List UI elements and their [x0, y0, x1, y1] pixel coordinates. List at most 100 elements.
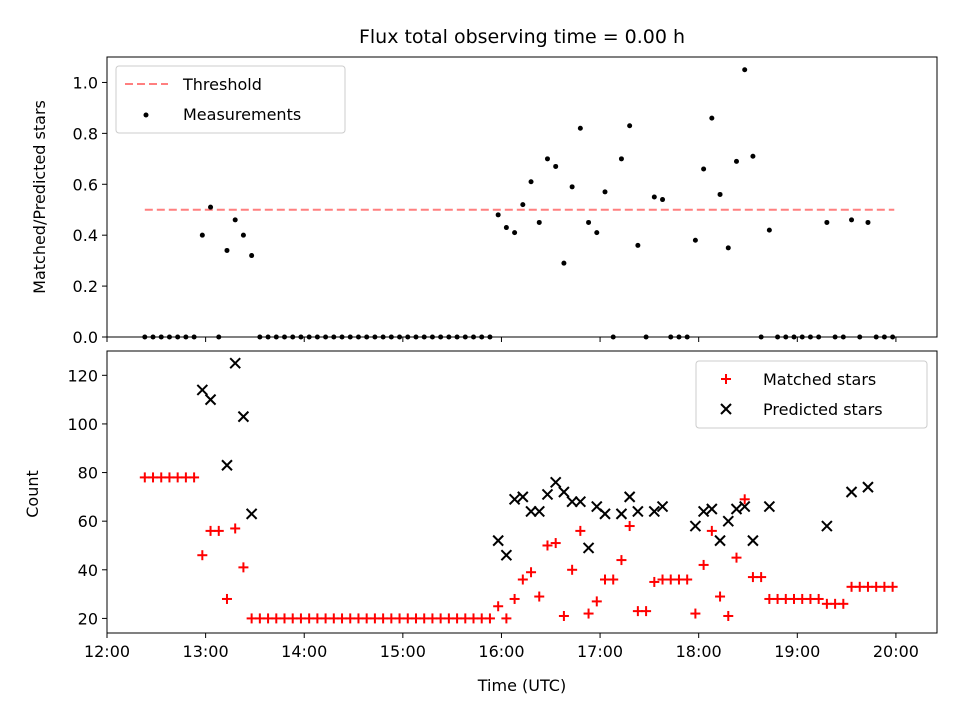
bottom-x-tick-label: 15:00: [380, 642, 426, 661]
predicted-star-point: [508, 493, 521, 506]
bottom-y-axis-label: Count: [23, 470, 42, 518]
predicted-star-point: [738, 500, 751, 513]
bottom-legend: Matched stars Predicted stars: [695, 360, 928, 429]
bottom-y-tick-label: 120: [67, 366, 98, 385]
measurement-point: [503, 225, 509, 231]
predicted-star-point: [221, 459, 233, 471]
matched-star-point: [682, 574, 693, 585]
legend-measurements-swatch: [143, 112, 149, 118]
top-y-tick-label: 0.0: [73, 328, 98, 347]
predicted-star-point: [500, 549, 513, 561]
measurement-point: [199, 232, 205, 238]
top-y-tick-label: 1.0: [73, 73, 98, 92]
matched-star-point: [534, 591, 545, 602]
matched-star-point: [558, 610, 569, 621]
bottom-x-axis-label: Time (UTC): [477, 676, 566, 695]
matched-star-point: [583, 608, 594, 619]
matched-star-point: [838, 598, 849, 609]
bottom-plot-area: 20 40 60 80 100 120 12:00 13:00 14:00 15:00 16:00 1…: [67, 350, 938, 661]
matched-star-point: [230, 523, 241, 534]
measurement-point: [651, 194, 657, 200]
top-y-tick-label: 0.8: [73, 124, 98, 143]
measurement-point: [627, 123, 633, 129]
measurement-point: [865, 219, 871, 225]
legend-predicted-label: Predicted stars: [763, 400, 883, 419]
predicted-star-point: [599, 508, 611, 520]
predicted-star-point: [697, 505, 710, 518]
predicted-star-point: [648, 505, 661, 518]
predicted-star-point: [747, 534, 759, 547]
measurement-point: [717, 191, 723, 197]
matched-star-point: [723, 610, 734, 621]
measurement-point: [249, 253, 255, 259]
predicted-star-point: [525, 505, 537, 518]
top-y-axis-label: Matched/Predicted stars: [30, 100, 49, 294]
matched-star-point: [542, 540, 553, 551]
matched-star-point: [221, 593, 232, 604]
measurement-point: [725, 245, 731, 251]
matched-star-point: [493, 601, 504, 612]
bottom-x-tick-label: 18:00: [676, 642, 722, 661]
matched-star-point: [501, 613, 512, 624]
matched-star-point: [813, 593, 824, 604]
predicted-star-point: [533, 505, 545, 518]
matched-star-point: [706, 525, 717, 536]
predicted-star-point: [706, 503, 718, 515]
legend-threshold-label: Threshold: [182, 75, 262, 94]
matched-star-point: [213, 525, 224, 536]
matched-star-point: [698, 559, 709, 570]
matched-star-point: [624, 521, 635, 532]
predicted-star-point: [862, 481, 874, 493]
matched-star-point: [715, 591, 726, 602]
matched-star-point: [739, 494, 750, 505]
predicted-star-point: [763, 500, 776, 513]
measurement-point: [750, 153, 756, 159]
measurement-point: [733, 158, 739, 164]
predicted-star-point: [517, 491, 529, 503]
measurement-point: [569, 184, 575, 190]
legend-measurements-label: Measurements: [183, 105, 301, 124]
predicted-star-point: [204, 393, 217, 406]
measurement-point: [528, 179, 534, 185]
bottom-legend-box: [695, 360, 928, 429]
measurement-point: [544, 156, 550, 162]
legend-plus-marker: [721, 374, 731, 384]
predicted-star-point: [632, 505, 644, 518]
matched-star-point: [616, 555, 627, 566]
measurement-point: [701, 166, 707, 172]
predicted-star-point: [821, 520, 833, 532]
bottom-x-tick-label: 16:00: [478, 642, 524, 661]
predicted-star-point: [722, 515, 734, 527]
measurement-point: [520, 202, 526, 208]
bottom-y-tick-label: 80: [78, 464, 98, 483]
bottom-x-tick-label: 17:00: [577, 642, 623, 661]
predicted-star-point: [656, 500, 669, 513]
measurement-point: [512, 230, 518, 236]
matched-star-point: [517, 574, 528, 585]
predicted-star-point: [541, 488, 554, 501]
measurement-point: [536, 219, 542, 225]
predicted-star-point: [196, 384, 209, 396]
predicted-star-point: [574, 496, 587, 508]
measurement-point: [561, 260, 567, 266]
bottom-x-tick-label: 19:00: [774, 642, 820, 661]
top-y-tick-label: 0.2: [73, 277, 98, 296]
top-legend-box: [115, 65, 346, 134]
predicted-star-point: [582, 542, 595, 554]
predicted-star-point: [245, 508, 258, 520]
measurement-point: [618, 156, 624, 162]
bottom-x-tick-label: 20:00: [873, 642, 919, 661]
predicted-star-point: [615, 508, 628, 520]
measurement-point: [824, 219, 830, 225]
measurement-point: [849, 217, 855, 223]
matched-star-point: [608, 574, 619, 585]
matched-star-point: [189, 472, 200, 483]
top-plot-area: 0.0 0.2 0.4 0.6 0.8 1.0: [73, 56, 938, 347]
top-y-tick-label: 0.4: [73, 226, 98, 245]
top-axes-frame: [106, 56, 938, 338]
measurement-point: [635, 242, 641, 248]
predicted-star-point: [566, 496, 578, 508]
matched-star-point: [641, 606, 652, 617]
measurement-point: [232, 217, 238, 223]
measurement-point: [208, 204, 214, 210]
